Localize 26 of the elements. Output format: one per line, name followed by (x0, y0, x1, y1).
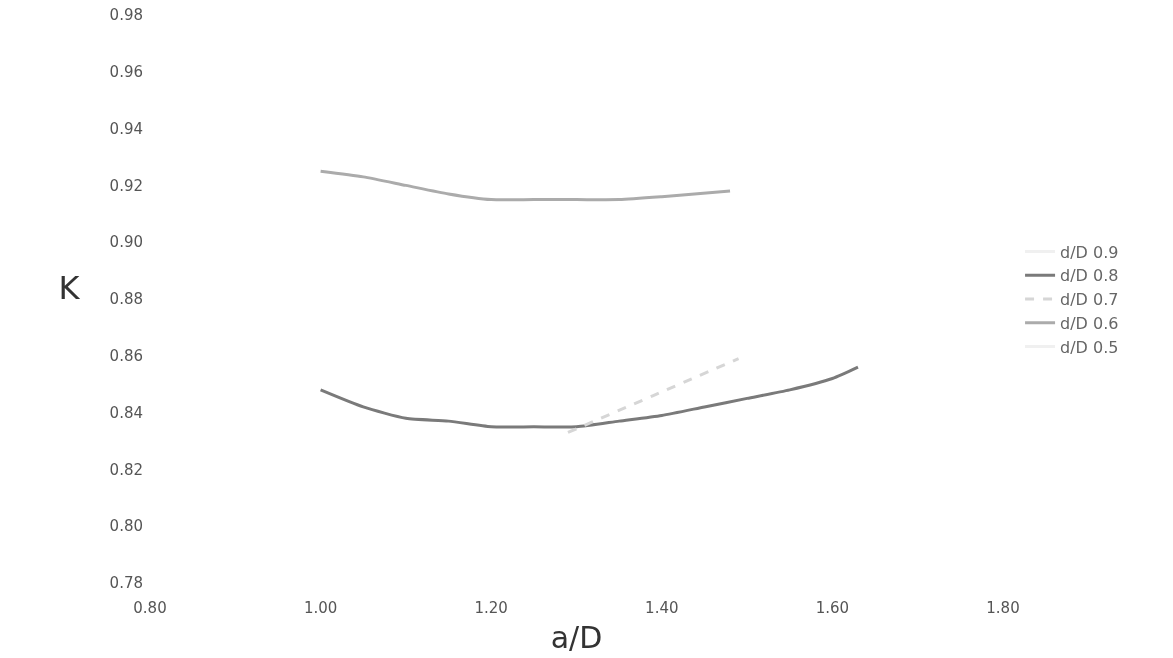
legend-label: d/D 0.9 (1060, 242, 1119, 262)
line-series (319, 365, 860, 429)
y-axis-title: K (58, 269, 81, 307)
y-tick-label: 0.92 (109, 176, 143, 195)
y-tick-label: 0.94 (109, 119, 143, 138)
x-axis-title: a/D (550, 619, 603, 655)
y-tick-label: 0.98 (109, 6, 143, 25)
y-tick-label: 0.78 (109, 574, 143, 593)
legend-label: d/D 0.6 (1060, 314, 1119, 334)
x-tick-label: 1.00 (303, 599, 338, 617)
legend-label: d/D 0.8 (1060, 266, 1119, 286)
x-tick-label: 1.80 (986, 599, 1020, 617)
x-tick-label: 1.20 (474, 599, 508, 617)
y-tick-label: 0.80 (109, 517, 143, 536)
x-tick-label: 1.40 (645, 599, 679, 617)
y-tick-label: 0.82 (109, 460, 143, 479)
legend-label: d/D 0.7 (1060, 290, 1119, 310)
y-tick-label: 0.88 (109, 290, 143, 309)
line-series (319, 169, 732, 202)
y-tick-label: 0.96 (109, 63, 143, 82)
y-tick-label: 0.86 (109, 347, 143, 366)
x-tick-label: 0.80 (133, 599, 167, 617)
y-tick-label: 0.84 (109, 403, 143, 422)
y-tick-label: 0.90 (109, 233, 143, 252)
legend-label: d/D 0.5 (1060, 337, 1119, 357)
x-tick-label: 1.60 (815, 599, 850, 617)
